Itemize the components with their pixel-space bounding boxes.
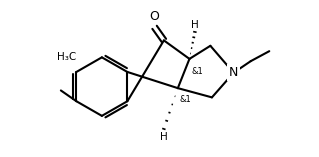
Text: H: H — [160, 132, 168, 142]
Text: N: N — [229, 66, 238, 79]
Text: H₃C: H₃C — [57, 52, 76, 62]
Text: &1: &1 — [179, 95, 191, 104]
Text: O: O — [150, 11, 160, 23]
Text: &1: &1 — [192, 67, 204, 76]
Text: H: H — [191, 20, 199, 30]
